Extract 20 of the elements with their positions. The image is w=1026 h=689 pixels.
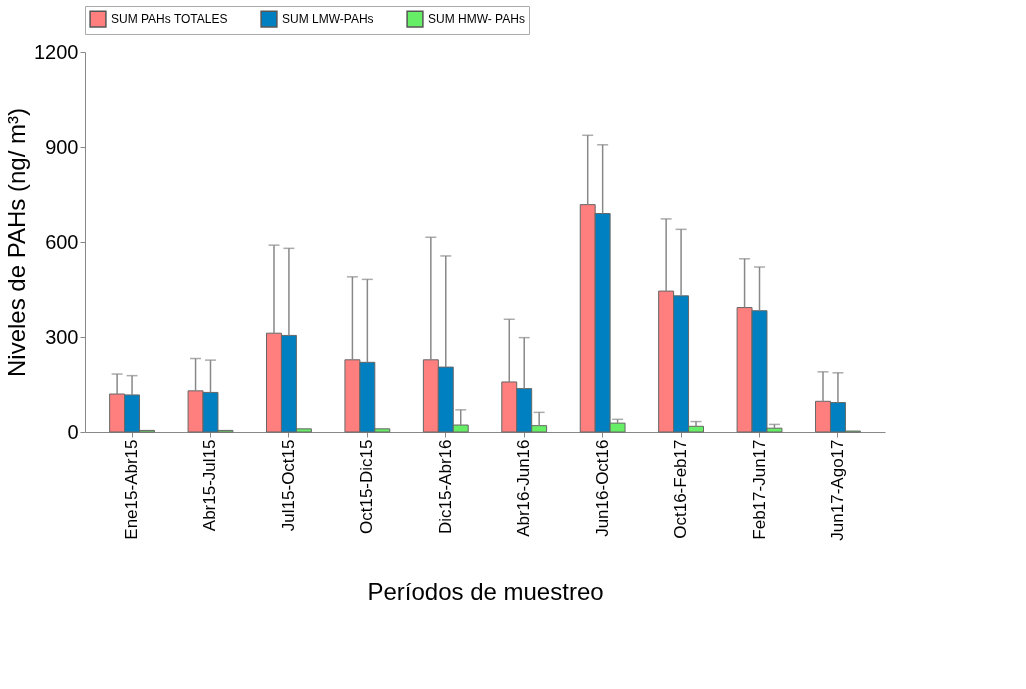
y-axis-title: Niveles de PAHs (ng/ m³) bbox=[3, 108, 31, 377]
x-tick-label: Abr15-Jul15 bbox=[200, 439, 220, 532]
y-tick-label: 900 bbox=[45, 135, 79, 158]
legend-label: SUM PAHs TOTALES bbox=[111, 12, 228, 27]
y-tick-label: 300 bbox=[45, 325, 79, 348]
y-tick-label: 1200 bbox=[34, 40, 79, 63]
x-tick-label: Jul15-Oct15 bbox=[278, 439, 298, 532]
y-tick-label: 0 bbox=[67, 420, 79, 443]
x-tick-label: Oct15-Dic15 bbox=[357, 439, 377, 534]
x-tick-label: Ene15-Abr15 bbox=[122, 439, 142, 540]
y-tick-label: 600 bbox=[45, 230, 79, 253]
x-axis-title: Períodos de muestreo bbox=[367, 577, 604, 605]
x-tick-label: Feb17-Jun17 bbox=[749, 439, 769, 540]
legend-label: SUM HMW- PAHs bbox=[428, 12, 525, 27]
x-tick-label: Dic15-Abr16 bbox=[435, 439, 455, 534]
x-tick-label: Abr16-Jun16 bbox=[514, 439, 534, 537]
x-tick-label: Jun17-Ago17 bbox=[827, 439, 847, 541]
legend-label: SUM LMW-PAHs bbox=[282, 12, 374, 27]
x-tick-label: Jun16-Oct16 bbox=[592, 439, 612, 537]
x-tick-label: Oct16-Feb17 bbox=[671, 439, 691, 539]
